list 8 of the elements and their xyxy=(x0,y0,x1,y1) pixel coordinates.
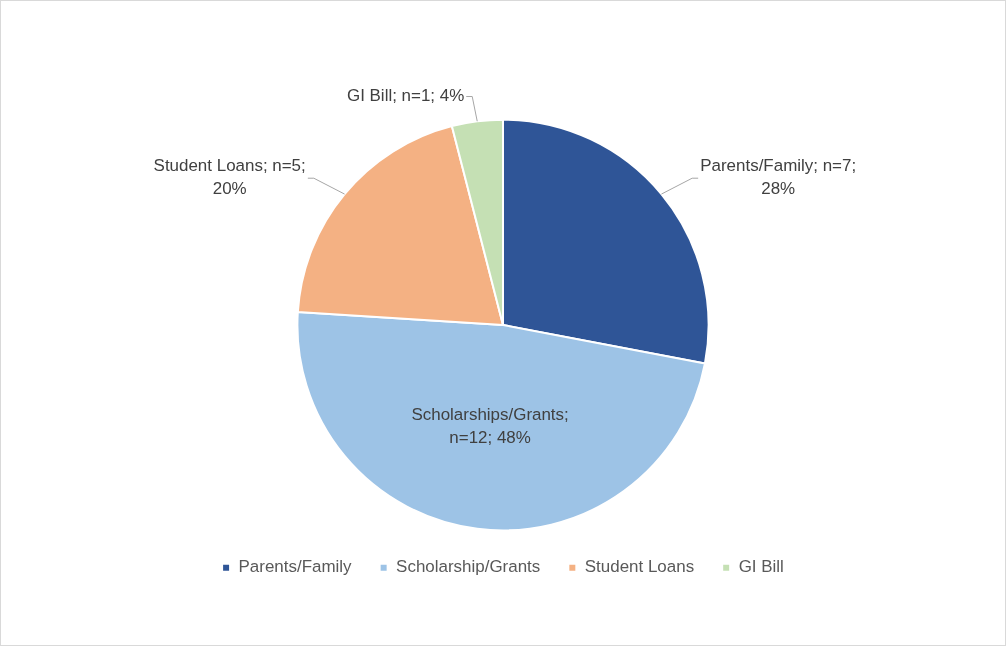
data-label: Student Loans; n=5; 20% xyxy=(153,156,306,199)
legend-label: Student Loans xyxy=(584,557,695,577)
data-label: Scholarships/Grants; n=12; 48% xyxy=(411,405,569,447)
data-label: GI Bill; n=1; 4% xyxy=(346,86,465,106)
data-label: Parents/Family; n=7; 28% xyxy=(700,156,857,199)
legend-label: GI Bill xyxy=(738,557,784,577)
legend-label: Scholarship/Grants xyxy=(396,557,541,577)
legend-label: Parents/Family xyxy=(238,557,353,577)
